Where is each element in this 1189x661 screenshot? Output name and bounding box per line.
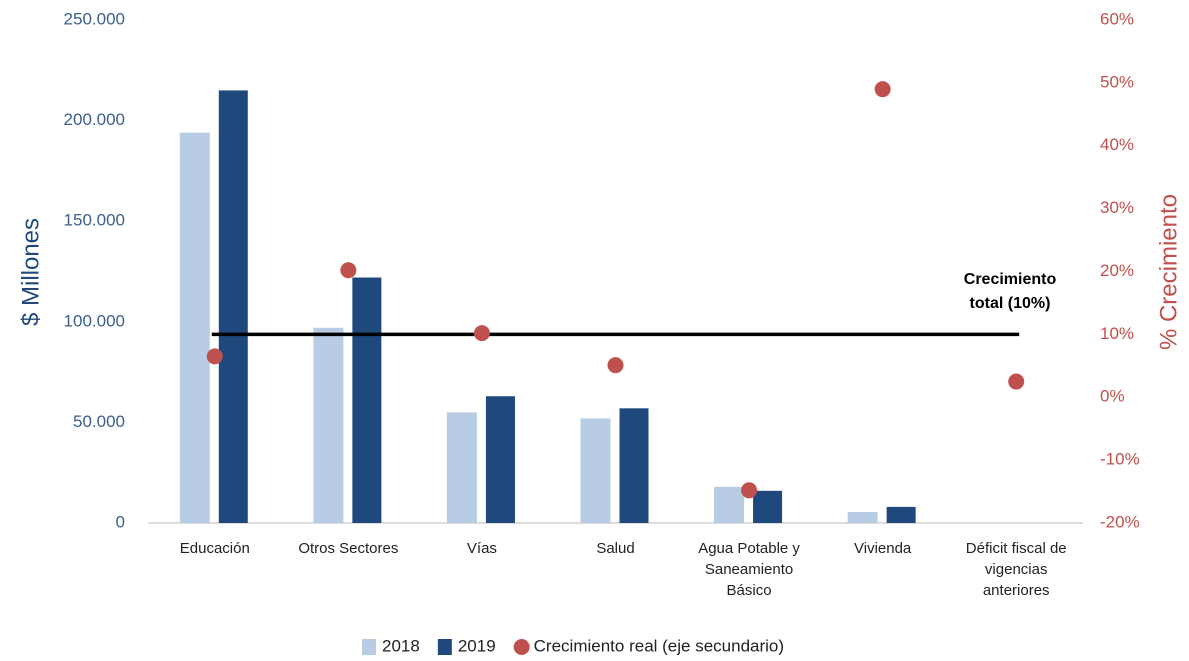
bar bbox=[753, 490, 783, 523]
y-tick-label: 0 bbox=[116, 512, 125, 531]
legend-label: 2018 bbox=[382, 636, 420, 655]
growth-dot bbox=[206, 348, 223, 365]
y2-tick-label: 10% bbox=[1100, 324, 1134, 343]
x-tick-label: Vías bbox=[466, 540, 497, 557]
bar bbox=[580, 418, 611, 523]
growth-dot bbox=[1008, 373, 1025, 390]
bar bbox=[714, 486, 745, 523]
growth-dot bbox=[874, 81, 891, 98]
legend-marker bbox=[513, 639, 530, 655]
bar bbox=[352, 277, 382, 523]
y2-tick-label: 50% bbox=[1100, 72, 1134, 91]
y2-tick-label: 20% bbox=[1100, 261, 1134, 280]
y2-tick-label: 60% bbox=[1100, 9, 1134, 28]
x-tick-label: Otros Sectores bbox=[298, 540, 399, 557]
bar bbox=[886, 506, 916, 523]
legend-label: 2019 bbox=[458, 636, 496, 655]
y-axis-title: $ Millones bbox=[17, 218, 44, 326]
y-tick-label: 100.000 bbox=[64, 311, 125, 330]
y2-tick-label: -20% bbox=[1100, 512, 1140, 531]
bar bbox=[847, 511, 878, 523]
y-tick-label: 50.000 bbox=[73, 412, 125, 431]
bar bbox=[218, 90, 248, 524]
bar bbox=[446, 412, 477, 523]
x-tick-label: Educación bbox=[179, 540, 250, 557]
bar bbox=[179, 132, 210, 523]
x-tick-label: Déficit fiscal de vigencias anteriores bbox=[965, 540, 1067, 599]
annotation: Crecimiento total (10%) bbox=[963, 271, 1057, 312]
bar bbox=[313, 327, 344, 523]
y2-tick-label: 0% bbox=[1100, 387, 1125, 406]
growth-dot bbox=[340, 262, 357, 279]
x-tick-label: Agua Potable y Saneamiento Básico bbox=[698, 540, 800, 599]
growth-dot bbox=[473, 325, 490, 342]
x-tick-label: Salud bbox=[596, 540, 635, 557]
y-tick-label: 250.000 bbox=[64, 9, 125, 28]
y-tick-label: 150.000 bbox=[64, 211, 125, 230]
legend-marker bbox=[362, 639, 376, 655]
y2-tick-label: 40% bbox=[1100, 135, 1134, 154]
bar bbox=[485, 396, 515, 523]
growth-dot bbox=[607, 357, 624, 374]
y2-tick-label: -10% bbox=[1100, 450, 1140, 469]
y2-tick-label: 30% bbox=[1100, 198, 1134, 217]
growth-dot bbox=[741, 482, 758, 499]
x-tick-label: Vivienda bbox=[854, 540, 912, 557]
legend-label: Crecimiento real (eje secundario) bbox=[534, 636, 784, 655]
bar bbox=[619, 408, 649, 523]
y-tick-label: 200.000 bbox=[64, 110, 125, 129]
y2-axis-title: % Crecimiento bbox=[1155, 194, 1182, 350]
legend-marker bbox=[437, 639, 452, 655]
